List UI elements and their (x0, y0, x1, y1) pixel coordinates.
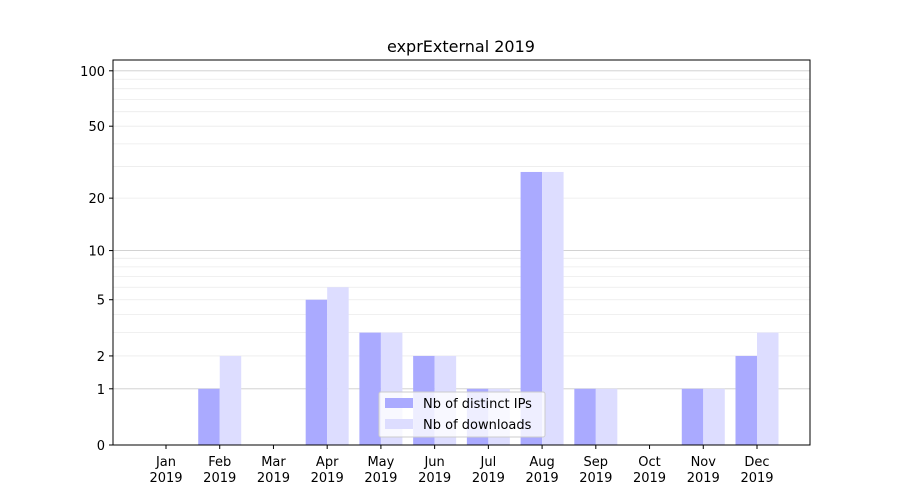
y-axis: 0 1 2 5 10 20 50 100 (80, 65, 113, 454)
bar-distinct-ips (305, 299, 328, 445)
legend-swatch (385, 398, 413, 408)
x-tick-label: Jan 2019 (149, 455, 182, 486)
y-tick-label: 50 (88, 120, 105, 135)
y-tick-label: 5 (97, 294, 105, 309)
x-tick-label: Mar 2019 (257, 455, 290, 486)
x-tick-label: Jul 2019 (472, 455, 505, 486)
x-tick-label: Sep 2019 (579, 455, 612, 486)
bar-distinct-ips (198, 388, 220, 445)
y-tick-label: 0 (97, 439, 105, 454)
y-tick-label: 10 (88, 245, 105, 260)
x-tick-label: Oct 2019 (633, 455, 666, 486)
plot-frame (112, 59, 811, 446)
bar-downloads (542, 171, 564, 446)
bar-downloads (327, 287, 349, 445)
x-tick-label: Apr 2019 (311, 455, 344, 486)
y-tick-label: 2 (97, 350, 105, 365)
x-tick-label: Dec 2019 (740, 455, 773, 486)
legend-label: Nb of downloads (423, 418, 532, 433)
grid (113, 70, 810, 390)
x-tick-label: Nov 2019 (687, 455, 720, 486)
y-tick-label: 1 (97, 383, 105, 398)
x-axis: Jan 2019 Feb 2019 Mar 2019 Apr 2019 May 2019 Jun 20… (149, 445, 774, 486)
bar-distinct-ips (520, 171, 543, 446)
bar-downloads (757, 332, 779, 445)
bar-distinct-ips (681, 388, 704, 445)
bar-downloads (219, 355, 242, 445)
x-tick-label: Feb 2019 (203, 455, 236, 486)
x-tick-label: May 2019 (364, 455, 397, 486)
chart-title: exprExternal 2019 (387, 37, 535, 56)
bar-distinct-ips (574, 388, 596, 445)
bar-downloads (703, 388, 725, 445)
x-tick-label: Aug 2019 (526, 455, 559, 486)
y-tick-label: 20 (88, 192, 105, 207)
bar-downloads (595, 388, 618, 445)
legend: Nb of distinct IPs Nb of downloads (378, 391, 546, 438)
legend-label: Nb of distinct IPs (423, 397, 532, 412)
legend-swatch (385, 419, 413, 429)
bar-distinct-ips (735, 355, 757, 445)
legend-box (378, 391, 546, 438)
x-tick-label: Jun 2019 (418, 455, 451, 486)
bar-distinct-ips (359, 332, 381, 445)
y-tick-label: 100 (80, 65, 105, 80)
